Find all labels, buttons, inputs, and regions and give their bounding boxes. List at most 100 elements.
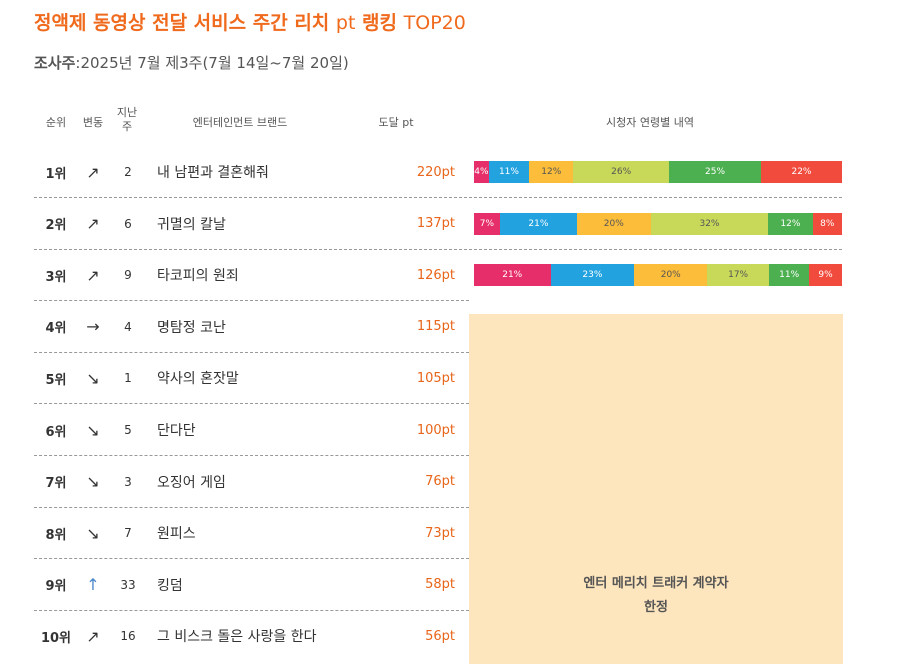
age-segment: 21%	[499, 212, 578, 235]
previous-rank-cell: 7	[124, 526, 132, 541]
previous-rank-cell: 2	[124, 165, 132, 179]
change-arrow-icon: ↘	[86, 523, 100, 543]
age-segment: 12%	[529, 161, 574, 183]
reach-pt: 115pt	[416, 319, 455, 335]
table-row: 2위 ↗ 6 귀멸의 칼날 137pt	[34, 198, 842, 250]
age-breakdown-bar: 7% 21% 20% 32% 12% 8%	[474, 212, 842, 235]
brand-name: 약사의 혼잣말	[157, 371, 239, 388]
brand-name: 타코피의 원죄	[157, 268, 239, 285]
reach-pt: 220pt	[416, 164, 455, 180]
age-segment: 25%	[669, 161, 762, 183]
change-arrow-icon: ↗	[86, 265, 100, 285]
change-arrow-icon: ↗	[86, 626, 100, 646]
row-divider	[34, 248, 842, 250]
title-top: TOP20	[403, 12, 466, 34]
table-row: 9위 ↑ 33 킹덤 58pt	[34, 559, 842, 611]
age-segment: 9%	[809, 264, 842, 287]
rank-cell: 4위	[45, 321, 67, 337]
rank-cell: 7위	[45, 476, 67, 492]
header-brand: 엔터테인먼트 브랜드	[192, 116, 288, 129]
title-main: 정액제 동영상 전달 서비스 주간 리치	[34, 12, 330, 34]
reach-pt: 58pt	[425, 577, 455, 593]
age-segment: 8%	[812, 212, 842, 235]
rank-cell: 9위	[45, 579, 67, 595]
age-breakdown-bar: 21% 23% 20% 17% 11% 9%	[474, 264, 842, 287]
row-divider	[34, 558, 469, 560]
previous-rank-cell: 5	[124, 423, 132, 437]
age-segment: 32%	[650, 212, 769, 235]
title-unit: pt	[335, 12, 356, 34]
header-rank: 순위	[45, 116, 67, 129]
survey-label: 조사주	[34, 54, 76, 72]
reach-pt: 76pt	[425, 474, 455, 490]
row-divider	[34, 300, 469, 302]
previous-rank-cell: 9	[124, 268, 132, 283]
brand-name: 그 비스크 돌은 사랑을 한다	[157, 629, 317, 646]
brand-name: 귀멸의 칼날	[157, 216, 226, 233]
table-row: 7위 ↘ 3 오징어 게임 76pt	[34, 456, 842, 508]
age-segment: 17%	[707, 264, 770, 287]
rank-cell: 5위	[45, 372, 67, 388]
reach-pt: 56pt	[425, 628, 455, 644]
age-segment: 22%	[761, 161, 842, 183]
age-segment: 20%	[634, 264, 708, 287]
locked-panel: 엔터 메리치 트래커 계약자 한정	[469, 314, 843, 664]
brand-name: 킹덤	[157, 577, 183, 594]
previous-rank-cell: 33	[120, 577, 136, 592]
change-arrow-icon: ↗	[86, 162, 100, 182]
previous-rank-cell: 16	[120, 629, 136, 644]
change-arrow-icon: ↘	[86, 472, 100, 492]
brand-name: 원피스	[157, 526, 196, 543]
title-ranking: 랭킹	[362, 12, 398, 34]
change-arrow-icon: ↗	[86, 214, 100, 234]
row-divider	[34, 506, 469, 508]
rank-cell: 8위	[45, 527, 67, 543]
table-row: 4위 → 4 명탐정 코난 115pt	[34, 301, 842, 353]
previous-rank-cell: 3	[124, 474, 132, 489]
reach-pt: 100pt	[416, 422, 455, 438]
brand-name: 명탐정 코난	[157, 319, 226, 336]
survey-period: 조사주:2025년 7월 제3주(7월 14일~7월 20일)	[34, 52, 349, 73]
row-divider	[34, 455, 469, 456]
table-row: 3위 ↗ 9 타코피의 원죄 126pt	[34, 249, 842, 301]
row-divider	[34, 351, 469, 353]
header-previous: 지난주	[116, 106, 138, 133]
rank-cell: 2위	[45, 218, 67, 234]
brand-name: 내 남편과 결혼해줘	[157, 165, 269, 181]
header-age-breakdown: 시청자 연령별 내역	[606, 116, 694, 129]
age-segment: 7%	[474, 212, 500, 235]
age-segment: 20%	[577, 212, 651, 235]
change-arrow-icon: ↘	[86, 368, 100, 388]
rank-cell: 6위	[45, 424, 67, 440]
change-arrow-icon: ↘	[86, 420, 100, 440]
locked-message-line1: 엔터 메리치 트래커 계약자	[583, 576, 729, 591]
brand-name: 단다단	[157, 423, 196, 439]
age-segment: 11%	[488, 161, 530, 183]
header-change: 변동	[82, 116, 104, 129]
table-row: 6위 ↘ 5 단다단 100pt	[34, 404, 842, 456]
table-row: 8위 ↘ 7 원피스 73pt	[34, 507, 842, 559]
age-segment: 11%	[769, 264, 810, 287]
age-segment: 4%	[474, 161, 489, 183]
reach-pt: 126pt	[416, 267, 455, 283]
reach-pt: 105pt	[416, 370, 455, 386]
rank-cell: 10위	[40, 630, 72, 646]
age-breakdown-bar: 4% 11% 12% 26% 25% 22%	[474, 161, 842, 183]
survey-value: :2025년 7월 제3주(7월 14일~7월 20일)	[75, 54, 349, 72]
row-divider	[34, 609, 469, 611]
age-segment: 21%	[474, 264, 551, 287]
age-segment: 26%	[573, 161, 670, 183]
table-row: 1위 ↗ 2 내 남편과 결혼해줘 220pt	[34, 146, 842, 198]
age-segment: 12%	[768, 212, 813, 235]
previous-rank-cell: 6	[124, 216, 132, 231]
age-segment: 23%	[550, 264, 635, 287]
previous-rank-cell: 4	[124, 319, 132, 334]
previous-rank-cell: 1	[124, 371, 132, 386]
row-divider	[34, 403, 469, 405]
locked-message: 엔터 메리치 트래커 계약자 한정	[469, 572, 843, 620]
reach-pt: 73pt	[425, 525, 455, 541]
rank-cell: 3위	[45, 269, 67, 285]
brand-name: 오징어 게임	[157, 474, 226, 491]
page-title: 정액제 동영상 전달 서비스 주간 리치 pt 랭킹 TOP20	[34, 8, 466, 35]
table-row: 10위 ↗ 16 그 비스크 돌은 사랑을 한다 56pt	[34, 610, 842, 662]
